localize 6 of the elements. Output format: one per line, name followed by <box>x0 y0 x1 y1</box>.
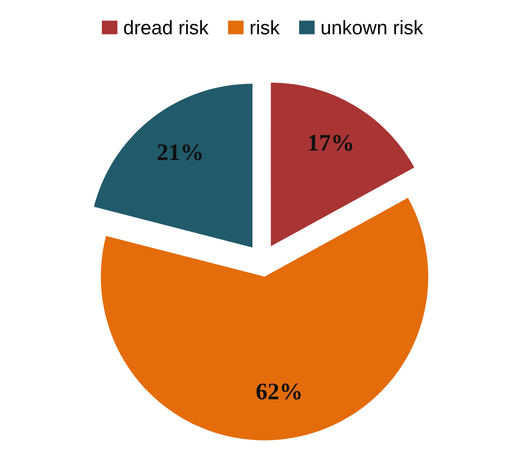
legend-label: unkown risk <box>322 20 424 34</box>
data-label: 62% <box>256 384 301 400</box>
legend-label: risk <box>250 20 280 34</box>
legend-label: dread risk <box>124 20 209 34</box>
data-label: 17% <box>309 134 352 151</box>
data-label: 21% <box>158 144 202 160</box>
